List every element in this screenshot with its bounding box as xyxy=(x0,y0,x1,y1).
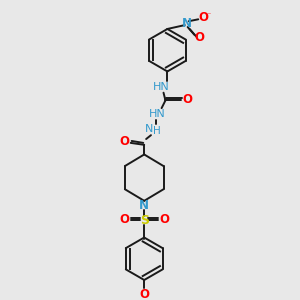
Text: HN: HN xyxy=(153,82,170,92)
Text: O: O xyxy=(160,213,170,226)
Text: HN: HN xyxy=(149,109,166,119)
Text: O: O xyxy=(183,93,193,106)
Text: O: O xyxy=(198,11,208,24)
Text: S: S xyxy=(140,214,149,226)
Text: H: H xyxy=(153,126,160,136)
Text: N: N xyxy=(145,124,153,134)
Text: N: N xyxy=(182,17,192,30)
Text: O: O xyxy=(139,288,149,300)
Text: O: O xyxy=(194,31,204,44)
Text: N: N xyxy=(139,199,149,212)
Text: O: O xyxy=(119,135,129,148)
Text: O: O xyxy=(119,213,129,226)
Text: ⁻: ⁻ xyxy=(207,10,211,19)
